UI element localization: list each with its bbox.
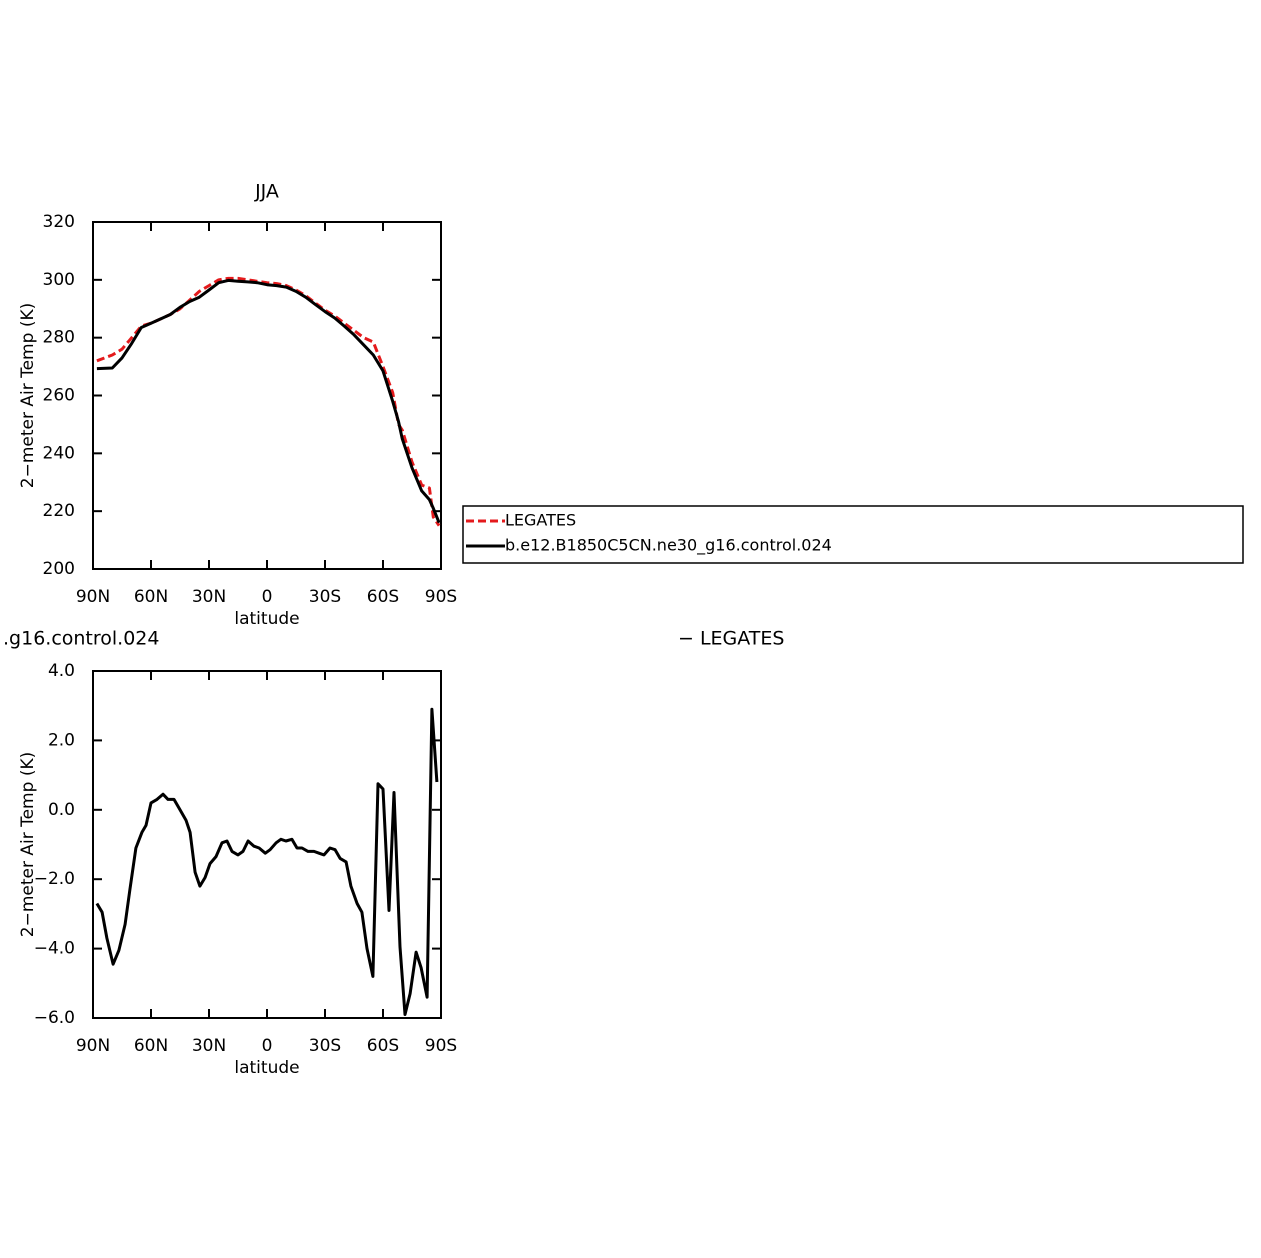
x-tick-label: 90N bbox=[76, 1036, 110, 1056]
data-line bbox=[96, 276, 441, 527]
y-tick-label: 220 bbox=[43, 501, 75, 521]
data-line bbox=[96, 278, 441, 524]
x-tick-label: 30S bbox=[309, 1036, 341, 1056]
chart-title-left: .g16.control.024 bbox=[3, 628, 159, 650]
x-tick-label: 0 bbox=[262, 1036, 273, 1056]
y-tick-label: 300 bbox=[43, 270, 75, 290]
x-tick-label: 60S bbox=[367, 587, 399, 607]
y-tick-label: 200 bbox=[43, 559, 75, 579]
x-tick-label: 90S bbox=[425, 587, 457, 607]
y-tick-label: 2.0 bbox=[48, 730, 75, 750]
x-tick-label: 60S bbox=[367, 1036, 399, 1056]
x-tick-label: 90S bbox=[425, 1036, 457, 1056]
legend-label: b.e12.B1850C5CN.ne30_g16.control.024 bbox=[505, 536, 832, 556]
data-line bbox=[95, 707, 439, 1016]
y-tick-label: 260 bbox=[43, 386, 75, 406]
y-tick-label: −4.0 bbox=[34, 939, 75, 959]
chart-title-right: − LEGATES bbox=[678, 628, 784, 650]
y-tick-label: 280 bbox=[43, 328, 75, 348]
legend-box bbox=[462, 505, 1244, 564]
x-tick-label: 30N bbox=[192, 1036, 226, 1056]
plot-frame bbox=[92, 670, 442, 1019]
x-tick-label: 0 bbox=[262, 587, 273, 607]
y-axis-label: 2−meter Air Temp (K) bbox=[18, 303, 38, 488]
chart-title: JJA bbox=[254, 181, 279, 203]
x-tick-label: 90N bbox=[76, 587, 110, 607]
x-axis-label: latitude bbox=[234, 609, 299, 629]
plot-frame bbox=[92, 221, 442, 570]
y-axis-label: 2−meter Air Temp (K) bbox=[18, 752, 38, 937]
x-tick-label: 30S bbox=[309, 587, 341, 607]
y-tick-label: 320 bbox=[43, 212, 75, 232]
x-tick-label: 60N bbox=[134, 587, 168, 607]
y-tick-label: 0.0 bbox=[48, 800, 75, 820]
x-tick-label: 60N bbox=[134, 1036, 168, 1056]
y-tick-label: −2.0 bbox=[34, 869, 75, 889]
y-tick-label: 4.0 bbox=[48, 661, 75, 681]
x-axis-label: latitude bbox=[234, 1058, 299, 1078]
legend-label: LEGATES bbox=[505, 511, 576, 530]
y-tick-label: −6.0 bbox=[34, 1008, 75, 1028]
y-tick-label: 240 bbox=[43, 443, 75, 463]
x-tick-label: 30N bbox=[192, 587, 226, 607]
